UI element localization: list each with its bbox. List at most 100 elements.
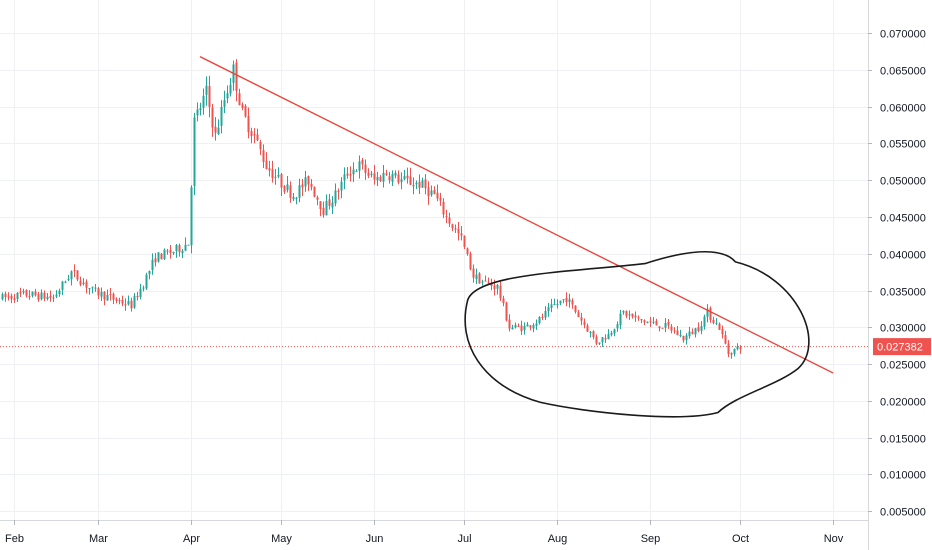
candle-body xyxy=(628,314,631,316)
candle-body xyxy=(187,244,190,246)
candle-body xyxy=(586,325,589,332)
candle-body xyxy=(691,331,694,334)
candle-body xyxy=(505,302,508,321)
candle-body xyxy=(259,142,262,150)
candle-body xyxy=(229,84,232,94)
candle-body xyxy=(103,291,106,300)
candle-body xyxy=(673,330,676,332)
x-tick-label: May xyxy=(271,533,292,545)
candle-body xyxy=(679,334,682,337)
candle-body xyxy=(46,296,49,300)
candle-body xyxy=(157,252,160,262)
candle-body xyxy=(502,298,505,304)
candle-body xyxy=(4,293,7,298)
resistance-trendline xyxy=(199,56,834,374)
candle-body xyxy=(43,292,46,299)
candle-body xyxy=(193,117,196,187)
candle-body xyxy=(211,107,214,128)
candle-body xyxy=(670,326,673,331)
candle-body xyxy=(709,307,712,320)
candle-body xyxy=(574,305,577,312)
candle-body xyxy=(286,184,289,191)
candle-body xyxy=(733,348,736,354)
candle-body xyxy=(118,299,121,301)
candle-body xyxy=(94,287,97,289)
candle-body xyxy=(442,201,445,215)
candle-body xyxy=(595,336,598,344)
candle-body xyxy=(538,317,541,324)
x-tick-label: Mar xyxy=(89,533,108,545)
candle-body xyxy=(577,312,580,318)
candle-body xyxy=(277,174,280,177)
candle-body xyxy=(463,235,466,247)
candle-body xyxy=(544,310,547,318)
candle-body xyxy=(655,320,658,326)
candle-body xyxy=(112,294,115,300)
candle-body xyxy=(139,288,142,298)
candle-body xyxy=(121,299,124,304)
candle-body xyxy=(631,313,634,317)
candle-body xyxy=(508,319,511,329)
candle-body xyxy=(730,353,733,355)
candle-body xyxy=(199,108,202,111)
candle-body xyxy=(418,181,421,188)
candle-body xyxy=(460,233,463,236)
candle-body xyxy=(613,329,616,334)
candle-body xyxy=(721,328,724,335)
candle-body xyxy=(712,319,715,323)
candle-body xyxy=(178,245,181,253)
candle-body xyxy=(154,258,157,263)
y-tick-label: 0.025000 xyxy=(880,360,926,372)
candle-body xyxy=(547,307,550,312)
x-tick-label: Jul xyxy=(457,533,471,545)
candle-body xyxy=(298,185,301,198)
candle-body xyxy=(262,150,265,162)
candle-body xyxy=(706,308,709,317)
candle-body xyxy=(226,93,229,99)
candle-body xyxy=(79,280,82,285)
candle-body xyxy=(601,337,604,343)
candle-body xyxy=(637,317,640,319)
candle-body xyxy=(391,174,394,182)
y-tick-label: 0.070000 xyxy=(880,29,926,41)
candle-body xyxy=(316,197,319,200)
consolidation-ellipse xyxy=(464,251,810,418)
time-axis[interactable]: Feb Mar Apr May Jun Jul Aug Sep Oct Nov xyxy=(5,520,844,545)
candle-body xyxy=(367,172,370,176)
y-tick-label: 0.055000 xyxy=(880,139,926,151)
candle-body xyxy=(400,179,403,183)
candle-body xyxy=(214,126,217,133)
candle-body xyxy=(127,301,130,305)
candle-body xyxy=(34,291,37,296)
price-axis[interactable]: 0.005000 0.010000 0.015000 0.020000 0.025000… xyxy=(868,29,926,519)
candle-body xyxy=(295,197,298,199)
candle-body xyxy=(520,325,523,332)
candle-body xyxy=(658,326,661,329)
y-tick-label: 0.060000 xyxy=(880,103,926,115)
y-tick-label: 0.020000 xyxy=(880,397,926,409)
candle-body xyxy=(304,177,307,187)
x-tick-label: Feb xyxy=(5,533,24,545)
y-tick-label: 0.015000 xyxy=(880,434,926,446)
candle-body xyxy=(310,183,313,187)
candle-body xyxy=(88,288,91,290)
y-tick-label: 0.045000 xyxy=(880,213,926,225)
candle-body xyxy=(172,252,175,254)
candle-body xyxy=(205,85,208,95)
candle-body xyxy=(724,335,727,344)
candle-body xyxy=(334,190,337,204)
candle-body xyxy=(265,160,268,169)
candle-body xyxy=(223,100,226,107)
candle-body xyxy=(271,169,274,179)
candle-body xyxy=(190,187,193,246)
candle-body xyxy=(376,177,379,181)
candle-body xyxy=(646,321,649,324)
candle-body xyxy=(64,281,67,283)
candle-body xyxy=(292,197,295,200)
candle-body xyxy=(457,228,460,234)
candle-body xyxy=(718,323,721,330)
candle-body xyxy=(685,335,688,341)
candle-body xyxy=(244,105,247,117)
candle-body xyxy=(1,294,4,300)
